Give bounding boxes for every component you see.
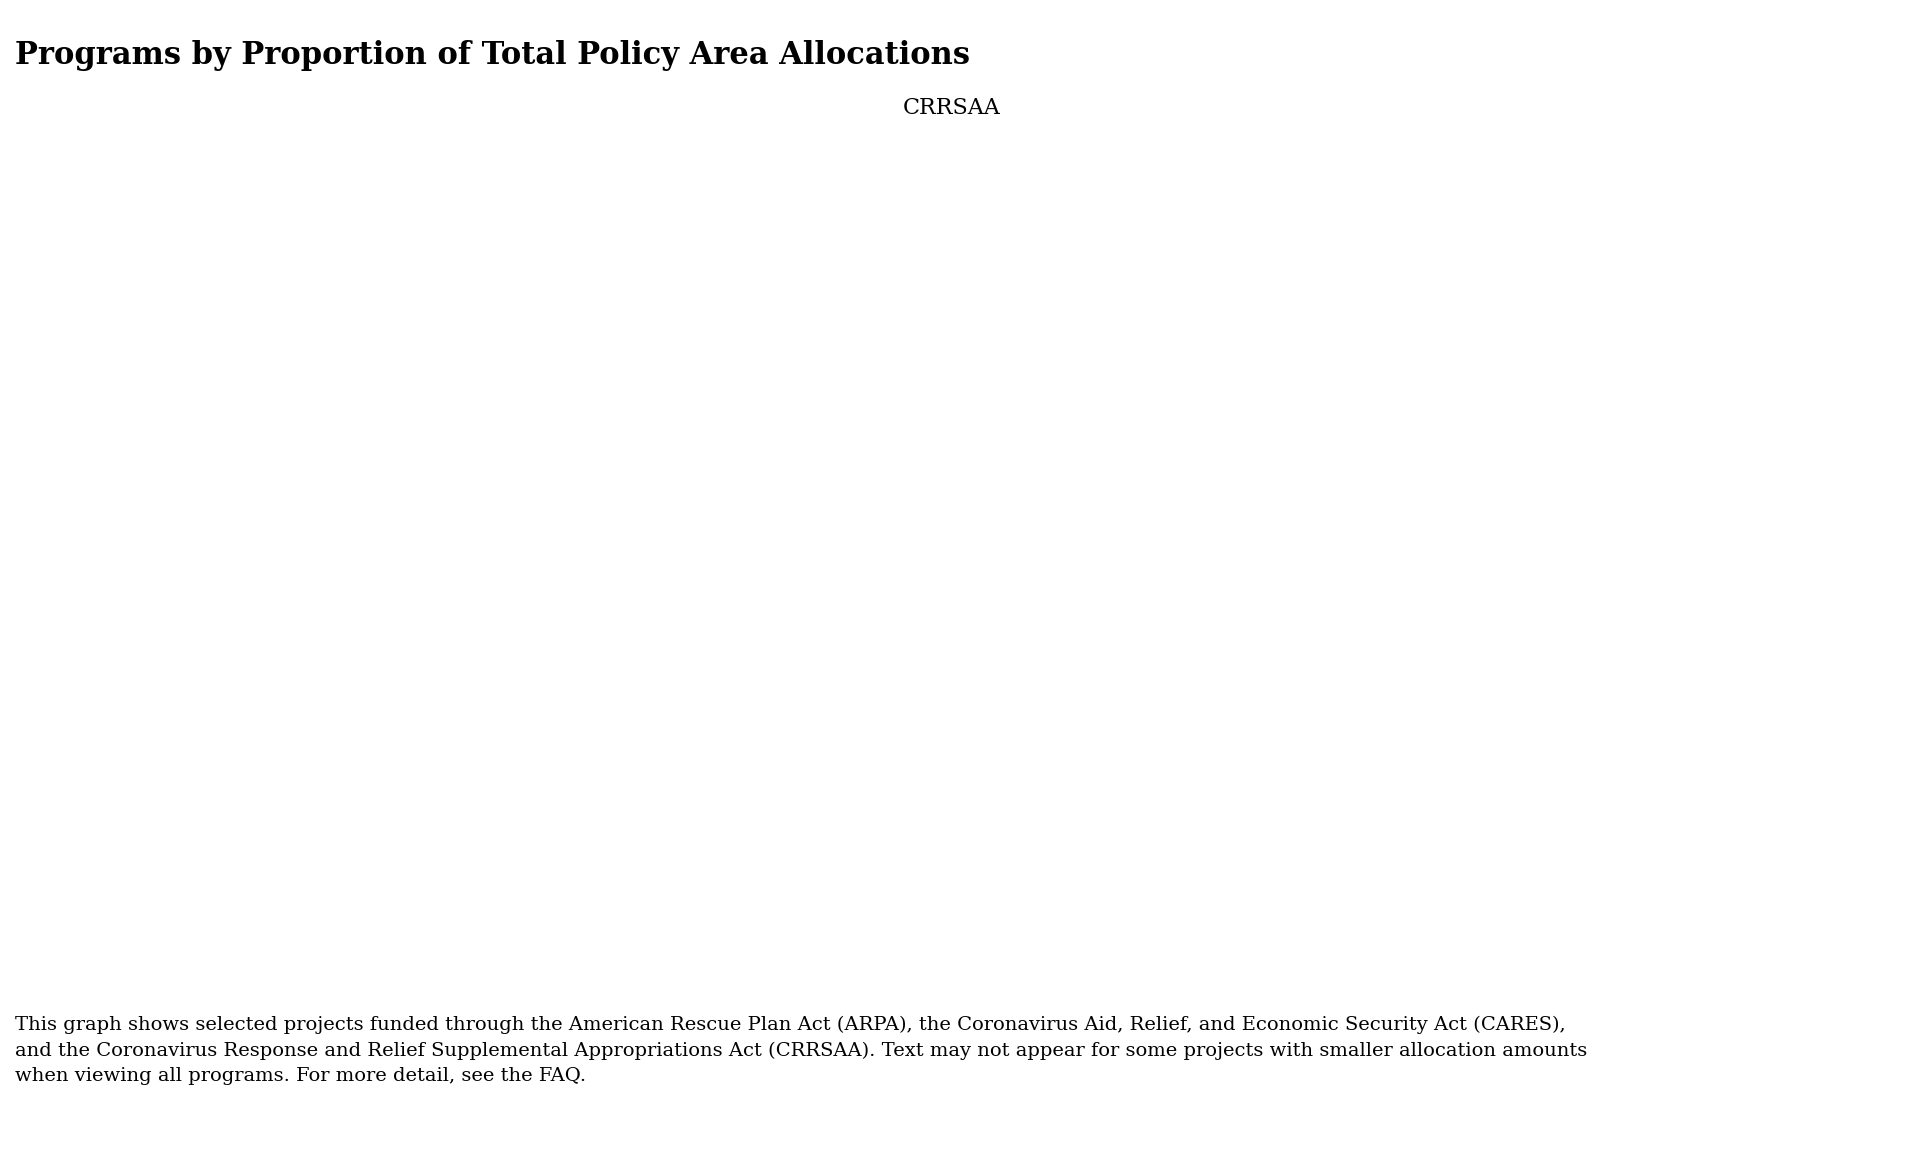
- Text: $566,275,815: $566,275,815: [451, 801, 1469, 929]
- Text: CRRSAA: CRRSAA: [902, 97, 1000, 120]
- Text: Emergency Rental: Emergency Rental: [213, 323, 1707, 465]
- Text: Programs by Proportion of Total Policy Area Allocations: Programs by Proportion of Total Policy A…: [15, 40, 970, 71]
- Text: Assistance (ERA1): Assistance (ERA1): [215, 555, 1705, 696]
- Text: This graph shows selected projects funded through the American Rescue Plan Act (: This graph shows selected projects funde…: [15, 1016, 1588, 1085]
